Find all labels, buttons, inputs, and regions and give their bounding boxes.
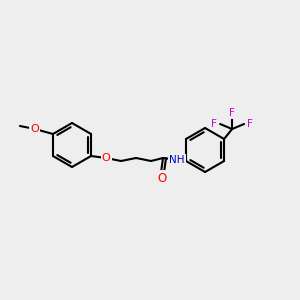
Text: O: O xyxy=(158,172,167,184)
Text: F: F xyxy=(211,119,217,129)
Text: O: O xyxy=(102,153,110,163)
Text: NH: NH xyxy=(169,155,185,165)
Text: O: O xyxy=(31,124,39,134)
Text: F: F xyxy=(229,108,235,118)
Text: F: F xyxy=(247,119,253,129)
